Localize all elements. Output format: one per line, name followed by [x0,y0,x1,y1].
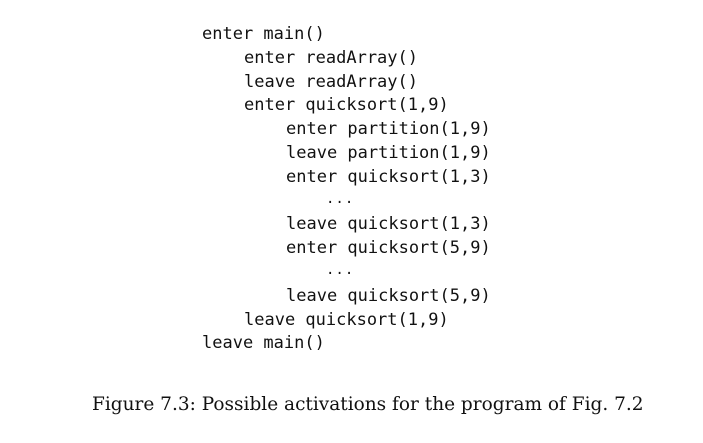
trace-line: leave main() [202,333,325,354]
trace-line: leave quicksort(1,3) [286,214,491,235]
trace-line: leave readArray() [244,71,418,92]
trace-line: enter readArray() [244,47,418,68]
trace-line: leave quicksort(1,9) [244,309,449,330]
trace-line: enter quicksort(1,9) [244,95,449,116]
trace-line: leave quicksort(5,9) [286,285,491,306]
trace-line: enter quicksort(5,9) [286,238,491,259]
trace-line: leave partition(1,9) [286,142,491,163]
trace-ellipsis: ... [326,190,355,207]
trace-line: enter main() [202,24,325,44]
trace-ellipsis: ... [326,261,355,278]
activation-trace: enter main() enter readArray() leave rea… [202,23,491,356]
trace-line: enter partition(1,9) [286,119,491,140]
trace-line: enter quicksort(1,3) [286,166,491,187]
figure-caption: Figure 7.3: Possible activations for the… [92,394,644,415]
